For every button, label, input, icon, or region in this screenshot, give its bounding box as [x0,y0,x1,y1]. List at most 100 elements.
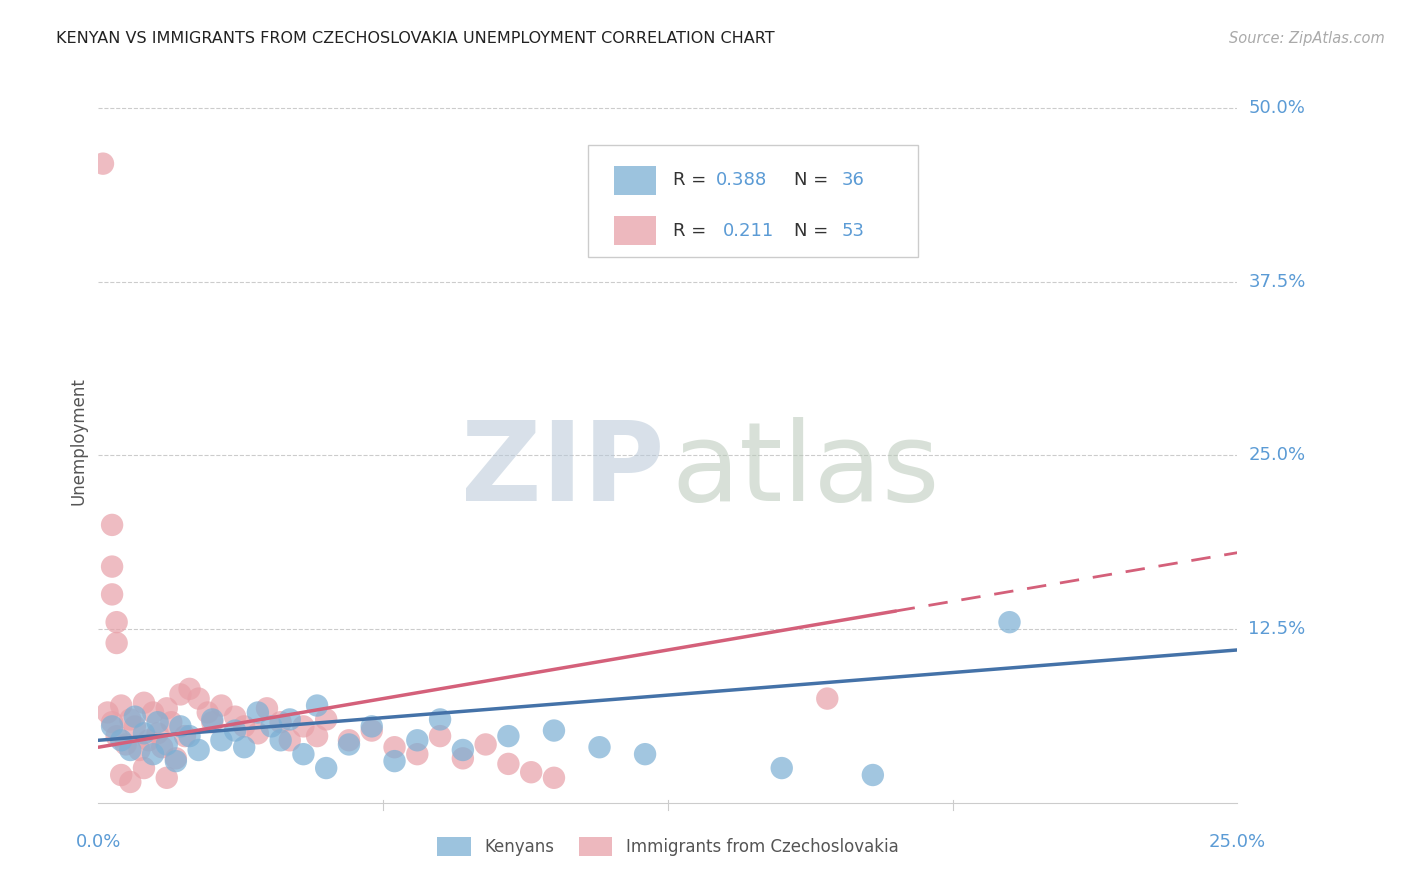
Point [120,713,142,727]
Point [543,771,565,785]
Point [451,751,474,765]
Point [406,747,429,761]
Point [307,698,329,713]
Point [246,706,269,720]
Point [429,729,451,743]
Point [307,729,329,743]
Point [278,733,301,747]
Text: KENYAN VS IMMIGRANTS FROM CZECHOSLOVAKIA UNEMPLOYMENT CORRELATION CHART: KENYAN VS IMMIGRANTS FROM CZECHOSLOVAKIA… [56,31,775,46]
Point [224,723,246,738]
Point [278,713,301,727]
Point [498,729,520,743]
Point [337,738,360,752]
Point [201,715,224,730]
Point [110,733,132,747]
Point [270,733,292,747]
Legend: Kenyans, Immigrants from Czechoslovakia: Kenyans, Immigrants from Czechoslovakia [430,830,905,863]
Point [292,719,315,733]
Text: 37.5%: 37.5% [1249,273,1306,291]
Point [474,738,496,752]
Point [360,723,382,738]
Point [384,740,406,755]
Point [197,706,219,720]
Point [429,713,451,727]
Text: 0.0%: 0.0% [76,833,121,851]
Point [124,719,146,733]
Point [270,715,292,730]
Point [315,713,337,727]
Point [101,587,124,601]
Text: atlas: atlas [671,417,939,524]
Point [156,771,179,785]
Point [406,733,429,747]
Text: Source: ZipAtlas.com: Source: ZipAtlas.com [1229,31,1385,46]
Point [110,768,132,782]
Point [101,719,124,733]
Point [105,615,128,630]
Point [128,743,150,757]
Point [543,723,565,738]
Point [998,615,1021,630]
Point [360,719,382,733]
Point [233,740,256,755]
Point [634,747,657,761]
Point [96,706,118,720]
Point [165,751,187,765]
Point [770,761,793,775]
Point [150,740,173,755]
Bar [614,166,655,195]
Point [224,709,246,723]
Text: 0.211: 0.211 [723,221,775,240]
Text: 0.388: 0.388 [716,171,768,189]
Point [146,715,169,730]
Point [201,713,224,727]
Text: 25.0%: 25.0% [1249,446,1306,465]
Point [384,754,406,768]
Point [132,696,155,710]
Point [114,738,136,752]
Point [105,636,128,650]
Text: 36: 36 [841,171,865,189]
Point [156,738,179,752]
Point [146,726,169,740]
Text: ZIP: ZIP [461,417,665,524]
Text: 12.5%: 12.5% [1249,620,1306,638]
Point [142,706,165,720]
Text: N =: N = [793,171,834,189]
Point [101,517,124,532]
Point [315,761,337,775]
Point [169,687,191,701]
Text: 50.0%: 50.0% [1249,99,1305,117]
Point [156,701,179,715]
Point [138,733,160,747]
Point [209,733,232,747]
Point [246,726,269,740]
Point [132,761,155,775]
Point [165,754,187,768]
Point [451,743,474,757]
Point [260,719,283,733]
Point [120,775,142,789]
Point [815,691,838,706]
Bar [614,216,655,245]
Point [132,726,155,740]
Point [187,743,209,757]
Point [91,156,114,170]
Point [520,765,543,780]
Point [101,715,124,730]
Point [169,719,191,733]
Text: R =: R = [673,171,711,189]
Point [124,709,146,723]
Point [337,733,360,747]
Point [179,681,201,696]
Y-axis label: Unemployment: Unemployment [69,377,87,506]
Point [256,701,278,715]
Point [498,756,520,771]
Point [209,698,232,713]
FancyBboxPatch shape [588,145,918,257]
Point [101,559,124,574]
Point [174,729,197,743]
Point [588,740,610,755]
Text: N =: N = [793,221,834,240]
Point [142,747,165,761]
